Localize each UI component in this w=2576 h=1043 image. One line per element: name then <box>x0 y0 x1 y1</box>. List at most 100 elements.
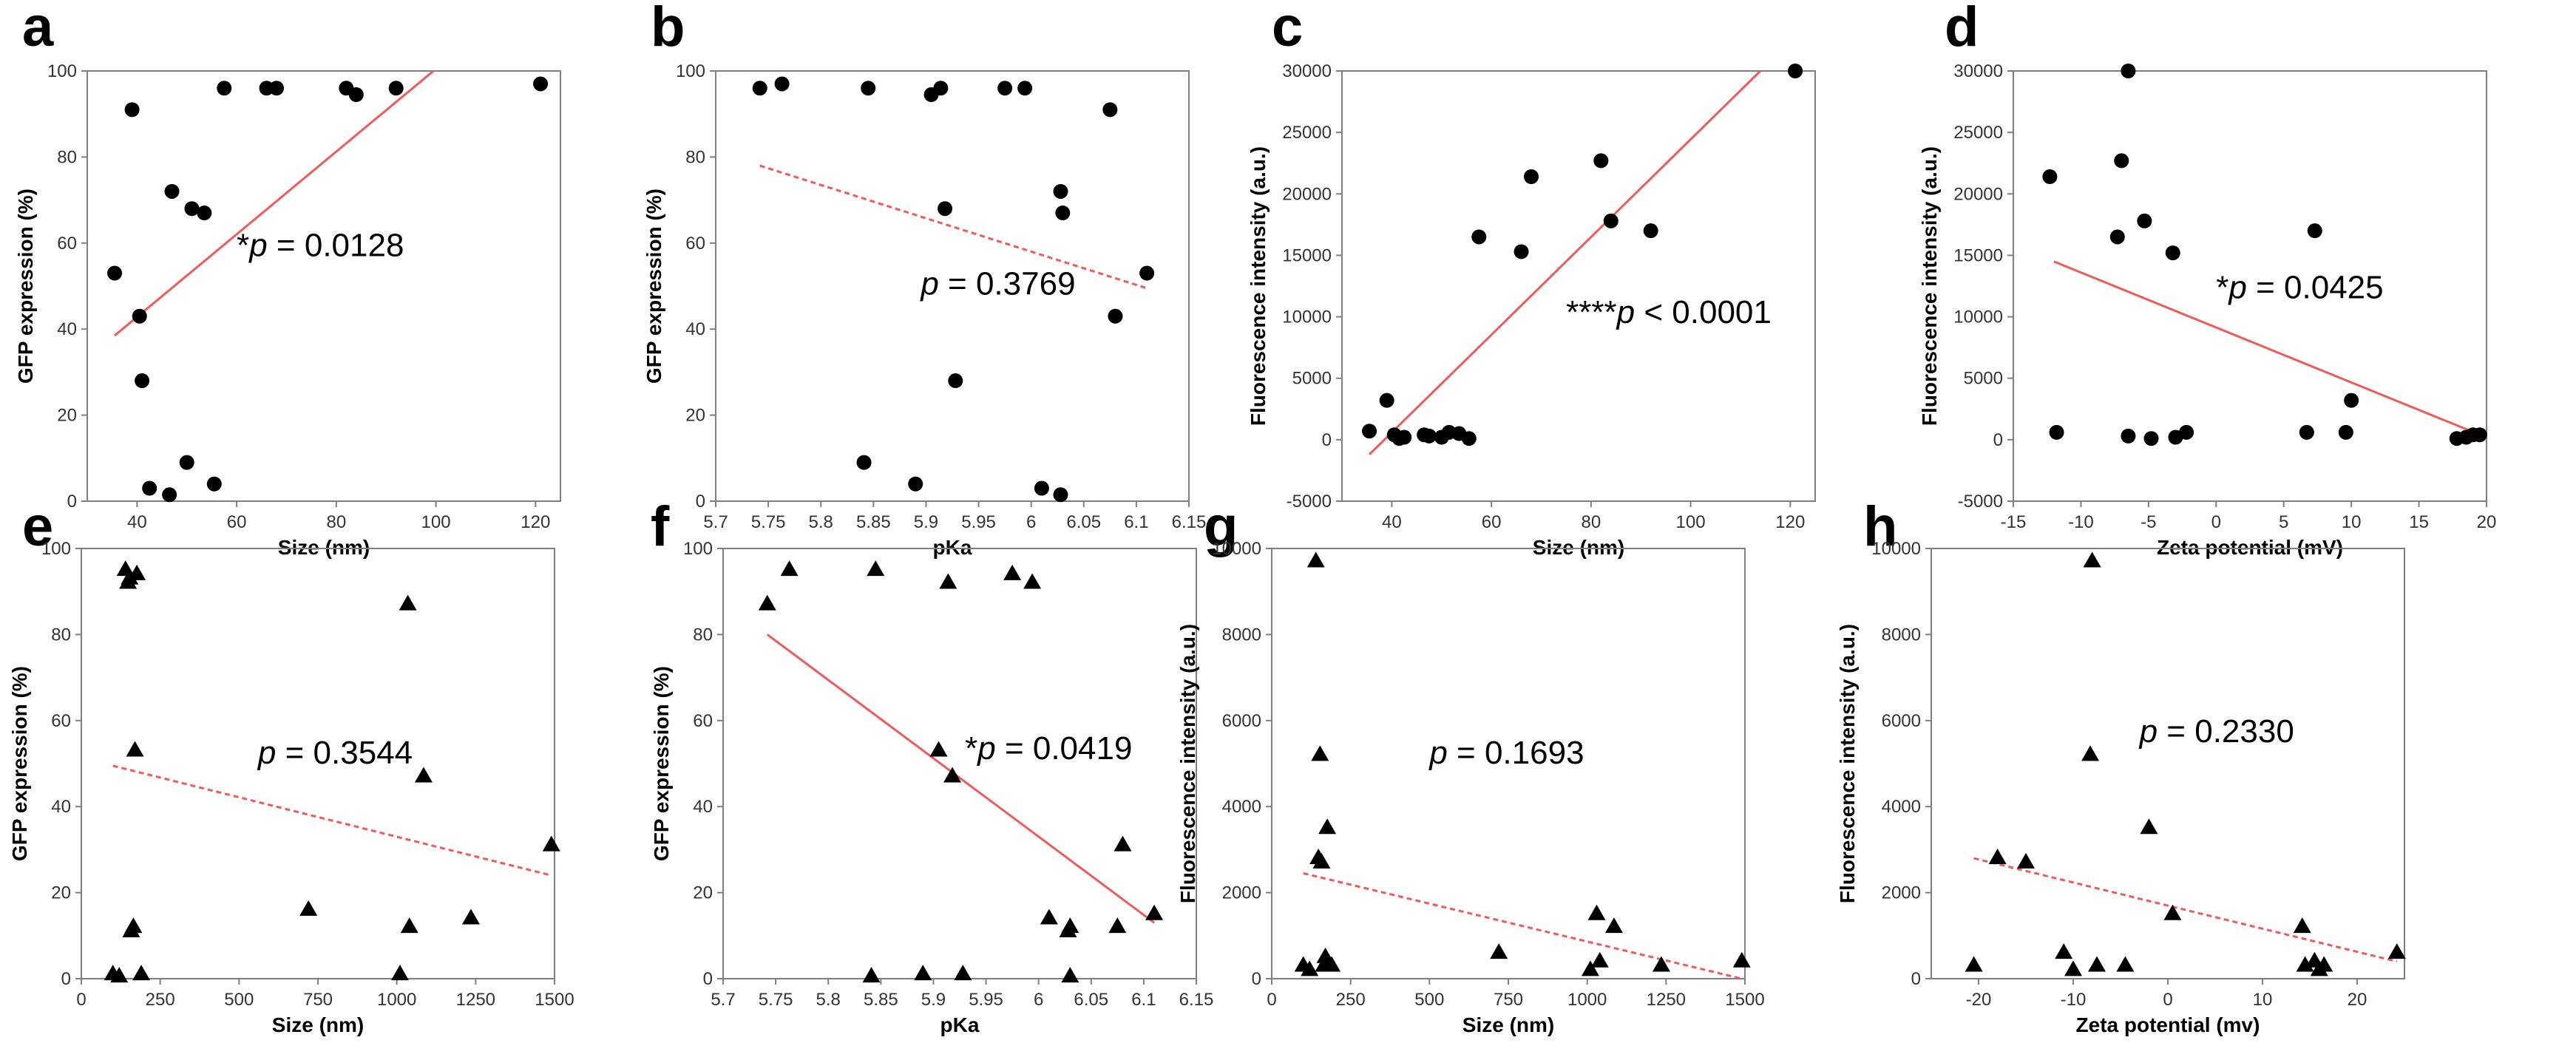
x-tick-label: -5 <box>2141 512 2156 532</box>
x-tick-label: 5.7 <box>711 990 735 1010</box>
p-value-annotation: *p = 0.0425 <box>2216 270 2383 306</box>
data-point <box>197 205 212 221</box>
data-point <box>1301 960 1319 976</box>
x-axis-title: Size (nm) <box>1533 536 1624 559</box>
data-point <box>908 476 923 492</box>
p-value-annotation: *p = 0.0128 <box>237 227 404 263</box>
x-tick-label: 120 <box>521 512 550 532</box>
plot-frame <box>1341 70 1816 502</box>
panel-a: a 40 60 80 100 120 0 20 40 60 80 100 Size (nm) GFP ex… <box>14 0 561 559</box>
data-point <box>1461 431 1477 446</box>
p-value: = 0.3544 <box>276 735 413 771</box>
panel-letter: c <box>1272 0 1303 58</box>
data-point <box>2064 960 2082 976</box>
data-point <box>390 965 409 981</box>
data-point <box>2017 852 2035 869</box>
x-axis-title: Zeta potential (mv) <box>2076 1013 2260 1036</box>
y-tick-label: 30000 <box>1953 61 2003 81</box>
x-tick-label: 5.7 <box>703 512 728 532</box>
data-point <box>1471 229 1487 245</box>
p-symbol: p <box>2138 713 2158 750</box>
data-point <box>2121 428 2136 444</box>
y-tick-label: 20 <box>51 883 71 903</box>
y-tick-label: 0 <box>1322 430 1332 450</box>
x-tick-label: 5.75 <box>751 512 786 532</box>
data-point <box>914 965 932 981</box>
y-tick-label: 15000 <box>1953 245 2003 265</box>
y-tick-label: 6000 <box>1882 711 1921 731</box>
data-point <box>2055 943 2073 959</box>
y-tick-label: 0 <box>67 492 77 512</box>
data-point <box>1421 428 1437 444</box>
data-point <box>135 373 150 389</box>
data-point <box>929 741 948 757</box>
y-tick-label: 20000 <box>1953 184 2003 204</box>
x-tick-label: 750 <box>303 990 333 1010</box>
data-point <box>856 455 872 470</box>
y-tick-label: -5000 <box>1287 492 1332 512</box>
data-point <box>758 594 776 611</box>
x-tick-label: 6 <box>1034 990 1043 1010</box>
data-point <box>542 835 560 852</box>
data-point <box>2143 431 2159 446</box>
significance-stars: * <box>237 227 249 263</box>
panel-letter: d <box>1945 0 1979 58</box>
data-point <box>1102 102 1118 118</box>
x-tick-label: 80 <box>1581 512 1601 532</box>
y-tick-label: 0 <box>696 492 705 512</box>
data-point <box>867 560 885 577</box>
data-point <box>399 594 417 611</box>
p-value: = 0.0425 <box>2247 270 2384 306</box>
p-value-annotation: p = 0.2330 <box>2138 713 2294 750</box>
panel-g: g 0 250 500 750 1000 1250 1500 0 2000 4000 6000 8000… <box>1176 495 1765 1036</box>
data-point <box>1034 480 1049 496</box>
y-axis-title: GFP expression (%) <box>14 188 37 384</box>
x-tick-label: 40 <box>1382 512 1402 532</box>
data-point <box>124 917 143 934</box>
y-tick-label: 80 <box>51 625 71 645</box>
data-point <box>2296 956 2314 972</box>
data-point <box>1988 849 2007 865</box>
data-point <box>184 201 200 217</box>
x-tick-label: 5.85 <box>864 990 898 1010</box>
data-point <box>861 81 876 96</box>
x-axis-title: pKa <box>933 536 972 559</box>
data-point <box>943 767 962 783</box>
p-value: = 0.3769 <box>939 266 1076 302</box>
y-tick-label: 0 <box>1252 969 1261 989</box>
data-point <box>206 476 222 492</box>
y-tick-label: 20 <box>685 406 705 426</box>
y-tick-label: 2000 <box>1882 883 1921 903</box>
x-tick-label: 250 <box>1336 990 1366 1010</box>
data-point <box>132 308 147 324</box>
x-tick-label: 500 <box>224 990 254 1010</box>
p-value-annotation: p = 0.1693 <box>1428 735 1584 771</box>
x-tick-label: 5.9 <box>921 990 946 1010</box>
y-axis-title: Fluorescence intensity (a.u.) <box>1176 624 1199 903</box>
y-axis-title: Fluorescence intensity (a.u.) <box>1836 624 1859 903</box>
panel-letter: f <box>651 495 670 558</box>
data-point <box>2083 551 2101 568</box>
data-point <box>2049 424 2064 440</box>
panel-e: e0 250 500 750 1000 1250 1500020406080100Size … <box>8 495 574 1036</box>
y-tick-label: 0 <box>1911 969 1921 989</box>
data-point <box>2116 956 2135 972</box>
data-point <box>1788 64 1803 78</box>
data-point <box>2109 229 2125 245</box>
data-point <box>126 741 144 757</box>
data-point <box>2315 956 2333 972</box>
plot-frame <box>715 70 1190 502</box>
x-tick-label: 5.8 <box>816 990 841 1010</box>
data-point <box>1732 951 1751 968</box>
data-point <box>1524 169 1539 185</box>
data-point <box>1053 487 1068 503</box>
data-point <box>774 76 790 92</box>
data-point <box>1587 904 1606 920</box>
data-point <box>2088 956 2106 972</box>
x-tick-label: 750 <box>1494 990 1523 1010</box>
y-tick-label: 80 <box>685 147 705 167</box>
data-point <box>162 487 177 503</box>
data-point <box>948 373 963 389</box>
y-tick-label: 80 <box>57 147 77 167</box>
data-point <box>1490 943 1508 959</box>
